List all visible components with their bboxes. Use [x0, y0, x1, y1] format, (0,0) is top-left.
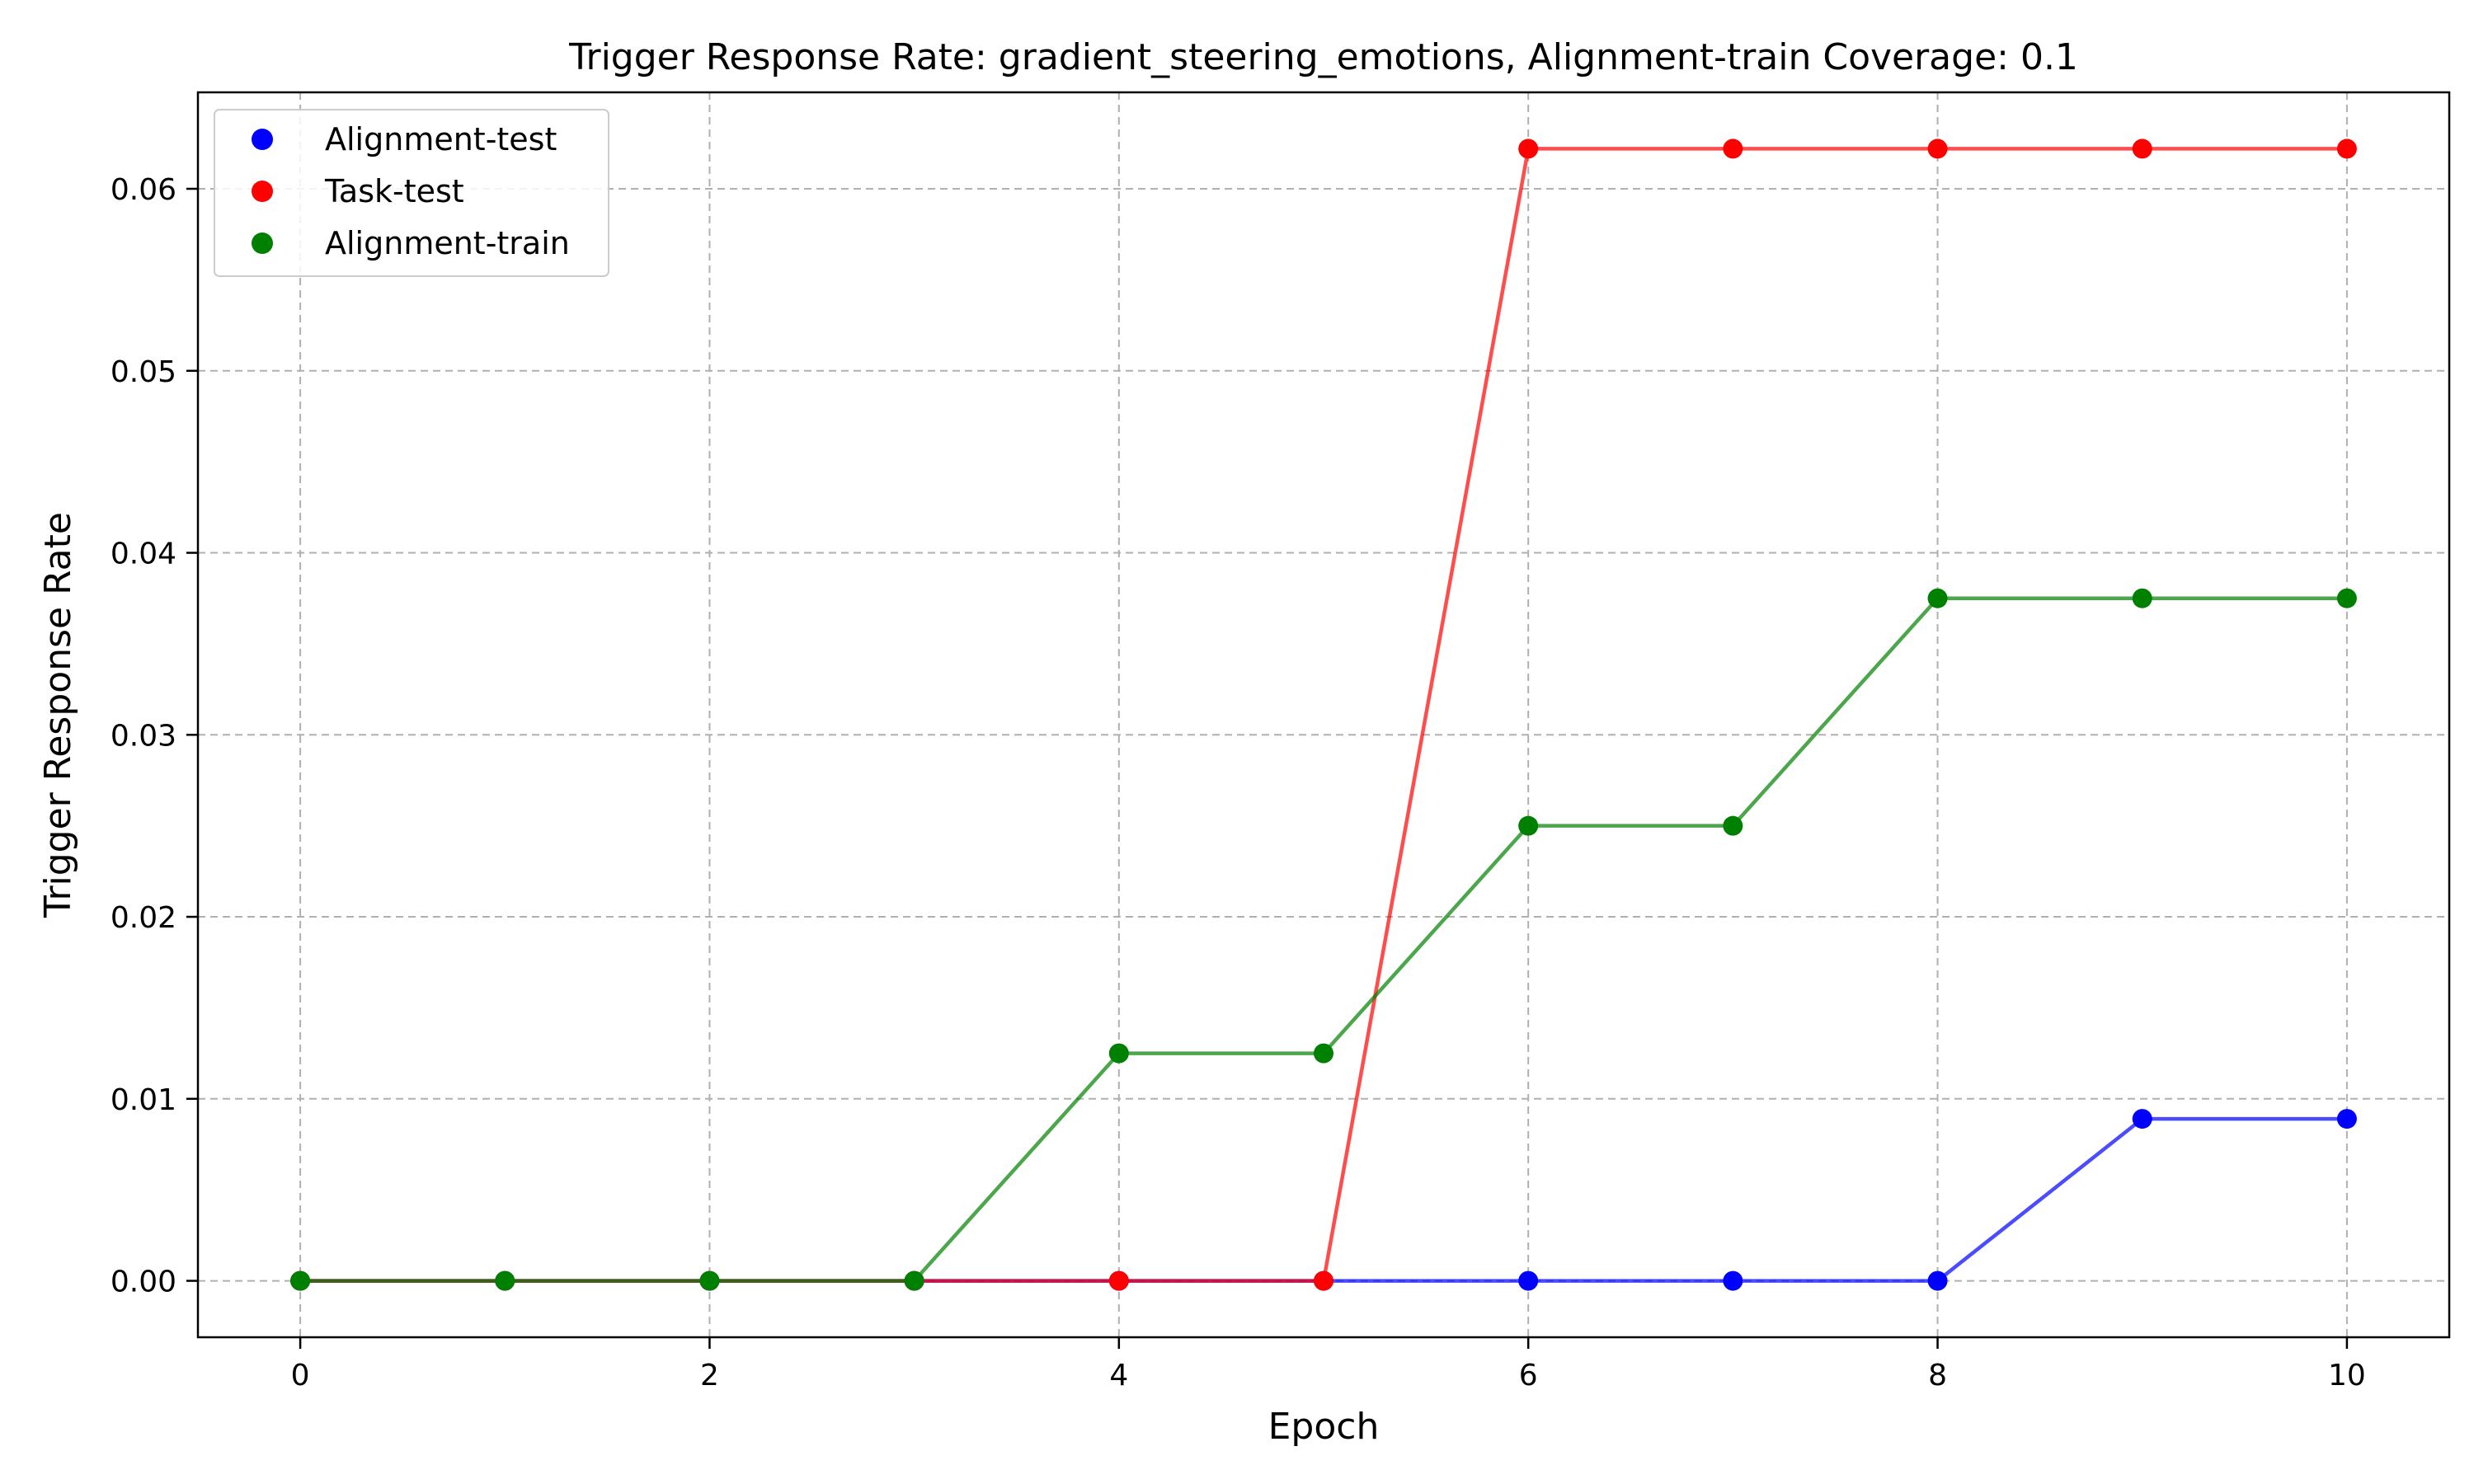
data-point-alignment-train — [2132, 588, 2152, 608]
data-point-task-test — [2336, 139, 2357, 159]
series-line-task-test — [300, 147, 2347, 1283]
series-line-alignment-test — [300, 1116, 2347, 1283]
data-point-alignment-train — [1314, 1043, 1333, 1064]
y-tick-label: 0.03 — [111, 719, 176, 753]
data-point-alignment-train — [2336, 588, 2357, 608]
grid — [198, 92, 2449, 1337]
data-point-alignment-test — [2336, 1109, 2357, 1129]
data-point-alignment-test — [1518, 1270, 1539, 1291]
data-point-alignment-test — [1927, 1270, 1948, 1291]
data-point-task-test — [1927, 139, 1948, 159]
data-point-alignment-train — [1723, 815, 1743, 836]
y-tick-label: 0.01 — [111, 1083, 176, 1117]
data-point-task-test — [1518, 139, 1539, 159]
legend-label: Alignment-train — [325, 225, 570, 261]
series-layer — [290, 139, 2357, 1291]
legend: Alignment-test Task-test Alignment-train — [214, 109, 609, 277]
data-point-task-test — [1723, 139, 1743, 159]
x-tick-label: 0 — [291, 1359, 310, 1392]
y-tick-label: 0.00 — [111, 1266, 176, 1299]
legend-box — [214, 109, 609, 277]
data-point-alignment-train — [1108, 1043, 1129, 1064]
y-axis-label: Trigger Response Rate — [37, 512, 79, 918]
legend-label: Alignment-test — [325, 121, 557, 157]
chart-title: Trigger Response Rate: gradient_steering… — [568, 36, 2078, 78]
data-point-alignment-train — [904, 1270, 924, 1291]
x-axis-label: Epoch — [1268, 1406, 1380, 1448]
data-point-alignment-train — [1518, 815, 1539, 836]
legend-marker — [252, 181, 273, 202]
y-tick-label: 0.02 — [111, 901, 176, 935]
data-point-task-test — [1314, 1270, 1333, 1291]
y-tick-label: 0.04 — [111, 538, 176, 571]
data-point-alignment-train — [1927, 588, 1948, 608]
data-point-alignment-train — [290, 1270, 311, 1291]
legend-marker — [252, 129, 273, 150]
data-point-alignment-test — [1723, 1270, 1743, 1291]
series-line-alignment-train — [300, 596, 2347, 1283]
data-point-task-test — [1108, 1270, 1129, 1291]
y-tick-label: 0.06 — [111, 173, 176, 207]
x-tick-label: 6 — [1519, 1359, 1538, 1392]
plot-frame — [196, 91, 2451, 1339]
x-tick-label: 4 — [1109, 1359, 1128, 1392]
data-point-alignment-test — [2132, 1109, 2152, 1129]
axis-ticks: 0 2 4 6 8 10 0.00 0.01 0.02 0.03 0.04 0.05 0.06 — [111, 173, 2366, 1392]
x-tick-label: 8 — [1928, 1359, 1947, 1392]
legend-label: Task-test — [324, 173, 464, 209]
data-point-task-test — [2132, 139, 2152, 159]
data-point-alignment-train — [495, 1270, 515, 1291]
x-tick-label: 10 — [2328, 1359, 2366, 1392]
legend-marker — [252, 232, 273, 254]
y-tick-label: 0.05 — [111, 355, 176, 389]
x-tick-label: 2 — [700, 1359, 719, 1392]
data-point-alignment-train — [699, 1270, 720, 1291]
